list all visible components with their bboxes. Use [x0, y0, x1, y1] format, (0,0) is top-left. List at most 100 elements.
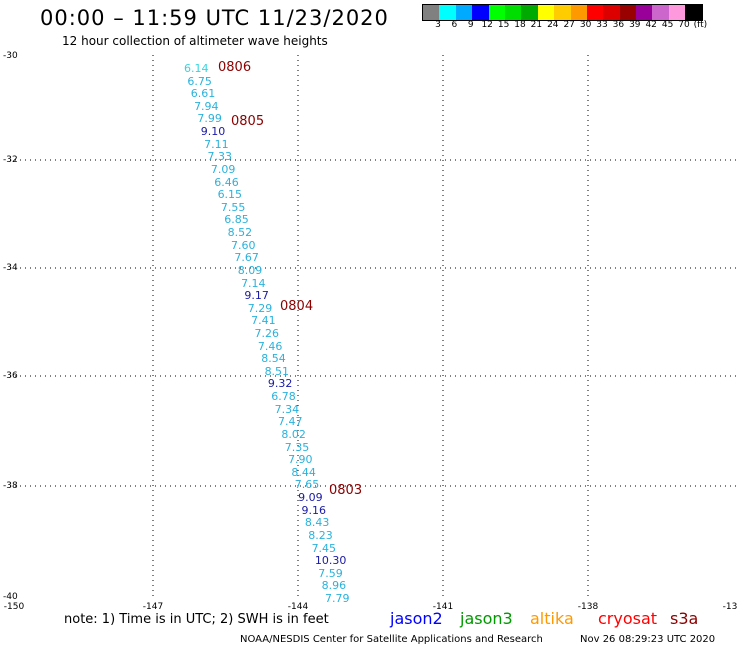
legend-jason3: jason3 [460, 609, 513, 628]
wave-height-value: 8.23 [308, 528, 333, 542]
wave-height-value: 9.32 [267, 377, 293, 391]
lat-label-34: -34 [3, 263, 18, 273]
color-swatch [570, 5, 587, 20]
wave-height-value: 7.94 [194, 99, 219, 113]
color-scale-label: 24 [547, 20, 559, 30]
legend-s3a: s3a [670, 609, 699, 628]
color-swatch [554, 5, 571, 20]
wave-height-value: 6.15 [217, 188, 243, 202]
color-swatch [423, 5, 440, 20]
wave-height-value: 7.11 [204, 137, 229, 151]
wave-height-value: 8.54 [261, 352, 286, 366]
color-swatch [636, 5, 653, 20]
time-tag: 0806 [218, 60, 252, 75]
color-swatch [472, 5, 489, 20]
wave-height-value: 7.46 [257, 339, 283, 353]
wave-height-value: 7.09 [210, 162, 236, 176]
wave-height-value: 6.85 [224, 213, 249, 227]
color-scale-label: 70 [678, 20, 690, 30]
color-scale-label: 36 [612, 20, 625, 30]
color-swatch [619, 5, 637, 20]
wave-height-value: 9.10 [200, 125, 226, 139]
color-scale-label: 12 [481, 20, 493, 30]
lat-label-40: -40 [3, 592, 18, 602]
color-scale-label: 21 [530, 20, 543, 30]
color-swatch [652, 5, 669, 20]
wave-height-value: 6.14 [184, 62, 209, 75]
lon-label-144: -144 [287, 602, 309, 612]
lat-label-30: -30 [3, 51, 18, 61]
time-tag: 0805 [231, 114, 265, 129]
wave-height-value: 8.43 [304, 516, 330, 530]
wave-height-value: 7.45 [311, 541, 337, 555]
color-scale-label: 18 [514, 20, 526, 30]
wave-height-value: 7.35 [284, 440, 310, 454]
color-scale-label: 27 [563, 20, 575, 30]
wave-height-value: 7.26 [254, 327, 280, 340]
wave-height-value: 7.60 [231, 238, 256, 252]
wave-height-value: 8.02 [281, 427, 306, 441]
color-scale-label: 45 [661, 20, 674, 30]
wave-height-value: 8.44 [291, 465, 316, 479]
generated-timestamp: Nov 26 08:29:23 UTC 2020 [580, 634, 716, 645]
lon-label-150: -150 [3, 602, 25, 612]
wave-height-value: 7.65 [294, 478, 320, 492]
color-scale-label: 42 [645, 20, 657, 30]
wave-height-value: 7.29 [247, 301, 273, 315]
lon-label-141: -141 [432, 602, 454, 612]
wave-height-value: 6.61 [190, 87, 216, 101]
wave-height-value: 7.67 [234, 251, 259, 265]
wave-height-value: 7.99 [197, 112, 222, 126]
credit-text: NOAA/NESDIS Center for Satellite Applica… [240, 634, 543, 645]
wave-height-value: 8.51 [264, 364, 290, 378]
wave-height-value: 6.78 [271, 390, 296, 404]
wave-height-value: 6.46 [214, 175, 239, 189]
wave-height-value: 10.30 [314, 554, 347, 568]
color-swatch [504, 5, 522, 20]
wave-height-value: 7.47 [278, 415, 303, 429]
page-subtitle: 12 hour collection of altimeter wave hei… [62, 34, 328, 48]
color-swatch [603, 5, 620, 20]
wave-height-value: 9.16 [301, 503, 327, 517]
time-tag: 0804 [280, 299, 314, 314]
wave-height-value: 7.90 [288, 453, 313, 467]
color-swatch [537, 5, 555, 20]
lon-label-147: -147 [142, 602, 164, 612]
wave-height-value: 7.41 [251, 314, 276, 328]
wave-height-value: 9.09 [298, 491, 323, 505]
color-scale-label: 33 [596, 20, 608, 30]
time-tag: 0803 [329, 483, 363, 498]
legend-jason2: jason2 [390, 609, 443, 628]
color-scale-label: 9 [467, 20, 474, 30]
color-scale-label: 15 [497, 20, 510, 30]
wave-height-value: 7.55 [220, 200, 246, 214]
color-scale-label: 30 [579, 20, 592, 30]
page-title: 00:00 – 11:59 UTC 11/23/2020 [40, 6, 389, 30]
color-scale-label: 39 [629, 20, 641, 30]
color-swatch [439, 5, 456, 20]
color-swatch [668, 5, 686, 20]
color-scale-label: 6 [451, 20, 458, 30]
color-swatch [521, 5, 538, 20]
lon-label-135: -13 [722, 602, 738, 612]
color-swatch [685, 5, 702, 20]
color-scale-label: (ft) [693, 20, 708, 30]
lat-label-32: -32 [3, 155, 18, 165]
wave-height-value: 7.14 [241, 276, 266, 290]
legend-altika: altika [530, 609, 574, 628]
wave-height-value: 8.09 [237, 263, 263, 277]
wave-height-value: 8.96 [321, 579, 347, 593]
wave-height-value: 7.59 [318, 566, 343, 580]
units-note: note: 1) Time is in UTC; 2) SWH is in fe… [64, 612, 329, 627]
wave-height-value: 7.33 [207, 150, 233, 164]
wave-height-value: 6.75 [187, 74, 212, 88]
color-swatch [586, 5, 604, 20]
color-swatch [488, 5, 505, 20]
wave-height-color-scale [422, 4, 703, 21]
wave-height-value: 9.17 [244, 289, 269, 303]
color-scale-label: 3 [435, 20, 441, 30]
lon-label-138: -138 [577, 602, 599, 612]
wave-height-value: 7.34 [274, 402, 300, 416]
wave-height-value: 7.79 [325, 592, 350, 605]
